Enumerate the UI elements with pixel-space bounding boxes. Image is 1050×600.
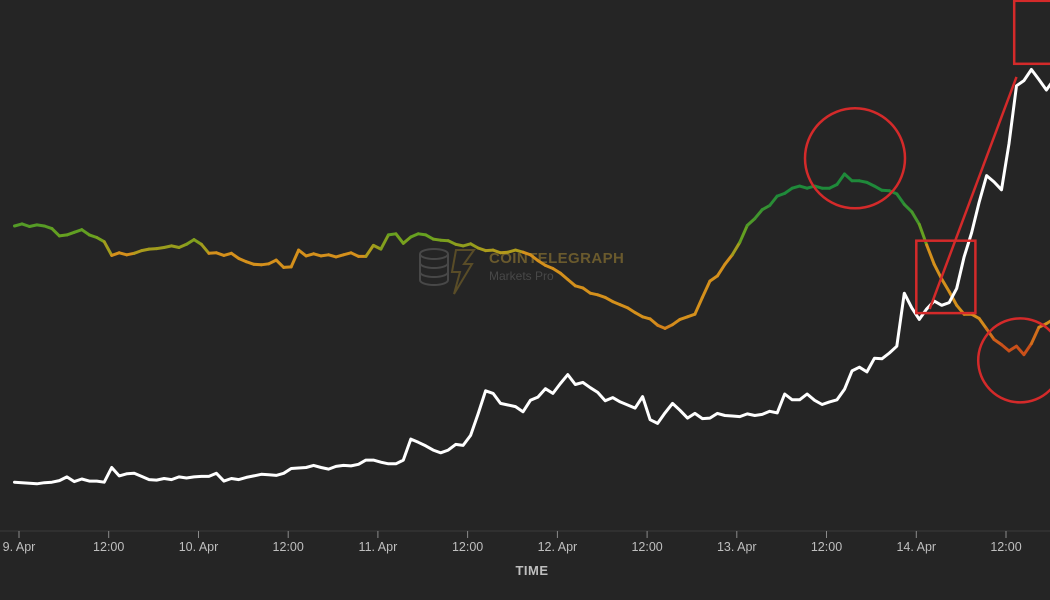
highlight-circle [976, 317, 1050, 404]
indicator-segment [394, 232, 405, 245]
trend-line [928, 76, 1018, 310]
annotations [803, 0, 1050, 404]
indicator-segment [835, 172, 846, 186]
indicator-segment [199, 242, 211, 255]
indicator-segment [723, 253, 734, 266]
x-axis-title: TIME [515, 563, 548, 578]
watermark-subtitle: Markets Pro [489, 269, 554, 283]
indicator-segment [768, 194, 779, 207]
indicator-segment [940, 277, 951, 294]
indicator-segment [895, 192, 906, 206]
indicator-segment [708, 274, 719, 283]
indicator-segment [985, 327, 996, 341]
indicator-segment [1000, 343, 1011, 353]
watermark: COINTELEGRAPH Markets Pro [419, 248, 624, 295]
indicator-segment [730, 240, 742, 257]
price-line-path [13, 68, 1050, 486]
indicator-segment [783, 186, 794, 195]
indicator-segment [1015, 344, 1026, 357]
indicator-segment [700, 279, 712, 299]
x-tick-label: 12:00 [631, 540, 662, 554]
indicator-segment [364, 243, 375, 258]
indicator-segment [558, 271, 570, 281]
indicator-segment [379, 233, 390, 251]
indicator-segment [693, 295, 704, 316]
indicator-segment [843, 172, 854, 183]
x-tick-label: 12. Apr [538, 540, 578, 554]
indicator-segment [992, 337, 1003, 347]
x-tick-label: 10. Apr [179, 540, 219, 554]
indicator-segment [566, 278, 577, 288]
x-tick-label: 12:00 [273, 540, 304, 554]
indicator-segment [910, 210, 921, 226]
x-axis: 9. Apr 12:00 10. Apr 12:00 11. Apr 12:00 12. A… [0, 530, 1050, 554]
indicator-segment [1029, 325, 1041, 346]
indicator-segment [1044, 319, 1050, 326]
indicator-segment [753, 208, 764, 221]
x-tick-label: 12:00 [452, 540, 483, 554]
indicator-segment [671, 317, 682, 327]
x-tick-label: 13. Apr [717, 540, 757, 554]
highlight-circle [803, 107, 907, 210]
price-series-line [13, 68, 1050, 486]
database-icon [419, 248, 476, 295]
x-tick-label: 11. Apr [359, 540, 398, 554]
indicator-segment [289, 248, 301, 269]
x-tick-label: 12:00 [93, 540, 124, 554]
indicator-segment [1022, 342, 1033, 357]
indicator-segment [274, 258, 286, 269]
indicator-segment [648, 317, 660, 327]
indicator-segment [102, 240, 114, 257]
indicator-segment [80, 228, 91, 237]
highlight-box [915, 239, 977, 315]
indicator-segment [925, 243, 936, 266]
indicator-segment [297, 248, 308, 258]
indicator-segment [715, 262, 727, 278]
watermark-title: COINTELEGRAPH [489, 250, 624, 267]
indicator-segment [932, 262, 944, 281]
indicator-segment [401, 235, 413, 245]
x-tick-label: 14. Apr [896, 540, 936, 554]
indicator-segment [745, 217, 757, 227]
x-tick-label: 12:00 [811, 540, 842, 554]
x-tick-label: 9. Apr [3, 540, 36, 554]
indicator-segment [977, 316, 989, 331]
indicator-segment [581, 286, 592, 295]
indicator-segment [738, 223, 749, 244]
x-tick-label: 12:00 [990, 540, 1021, 554]
indicator-segment [902, 202, 914, 214]
indicator-segment [528, 253, 540, 263]
highlight-box [1012, 0, 1050, 66]
indicator-segment [50, 227, 61, 238]
indicator-segment [229, 251, 241, 260]
